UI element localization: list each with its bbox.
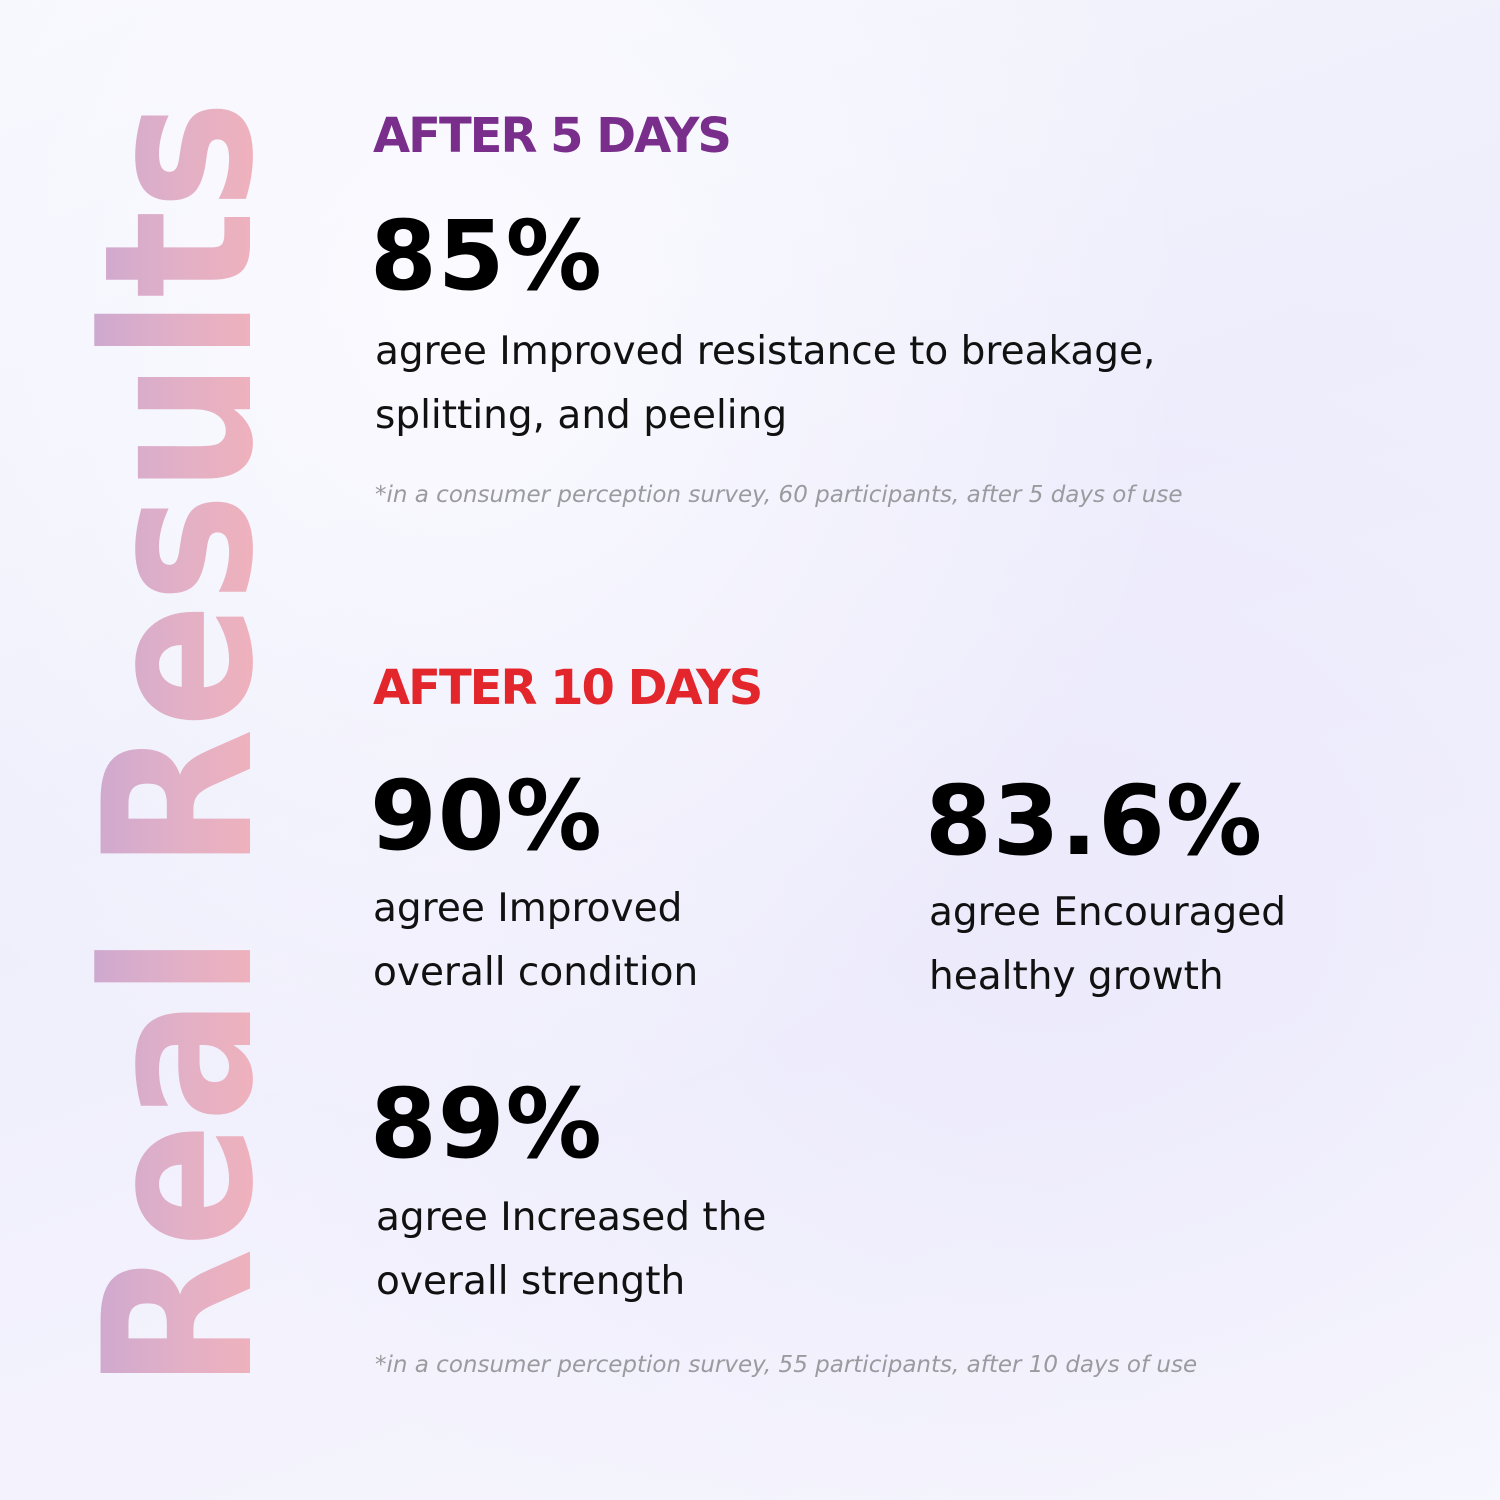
stat-value: 89% — [370, 1068, 603, 1180]
stat-description-line: agree Encouraged — [929, 890, 1287, 935]
section-heading-10-days: AFTER 10 DAYS — [373, 660, 763, 716]
stat-value: 90% — [370, 760, 603, 872]
footnote: *in a consumer perception survey, 60 par… — [375, 482, 1183, 508]
real-results-vertical-title: Real Results — [80, 100, 270, 1390]
side-title-text: Real Results — [80, 100, 270, 1390]
stat-description-line: agree Improved — [373, 886, 683, 931]
stat-value: 85% — [370, 200, 603, 312]
stat-description-line: overall condition — [373, 950, 699, 995]
footnote: *in a consumer perception survey, 55 par… — [375, 1352, 1198, 1378]
stat-description: agree Encouraged healthy growth — [929, 881, 1286, 1009]
stat-description-line: agree Increased the — [376, 1195, 767, 1240]
stat-description: agree Increased the overall strength — [376, 1186, 766, 1314]
section-heading-5-days: AFTER 5 DAYS — [373, 108, 732, 164]
stat-description: agree Improved overall condition — [373, 877, 698, 1005]
stat-description-line: splitting, and peeling — [375, 393, 788, 438]
stat-description-line: agree Improved resistance to breakage, — [375, 329, 1156, 374]
stat-description-line: healthy growth — [929, 954, 1224, 999]
stat-value: 83.6% — [925, 765, 1264, 877]
stat-description: agree Improved resistance to breakage, s… — [375, 320, 1155, 448]
stat-description-line: overall strength — [376, 1259, 686, 1304]
